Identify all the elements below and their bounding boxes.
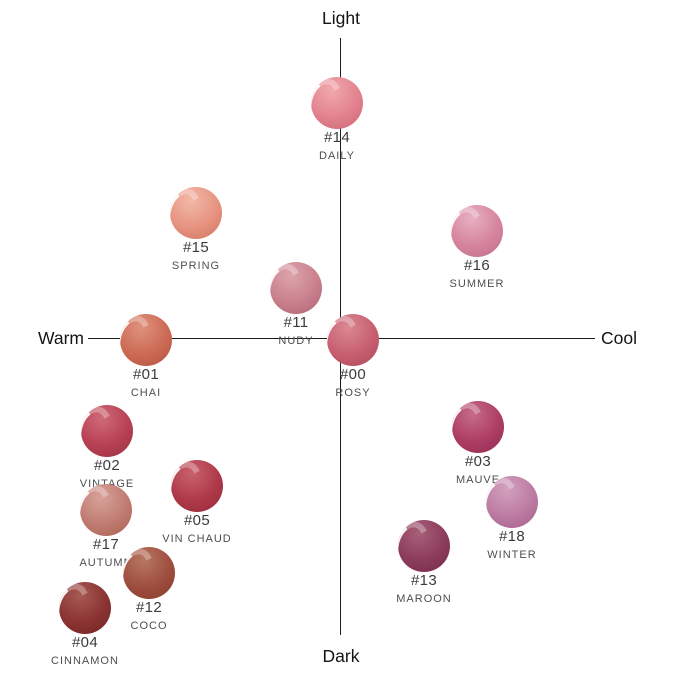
swatch-label: #16 SUMMER	[417, 257, 537, 290]
gloss-highlight-icon	[327, 314, 364, 366]
swatch-name: WINTER	[487, 548, 537, 561]
swatch-name: COCO	[130, 619, 168, 632]
axis-label-cool: Cool	[601, 328, 637, 348]
swatch-dot	[170, 187, 222, 239]
axis-label-warm: Warm	[38, 328, 85, 348]
gloss-highlight-icon	[59, 582, 96, 634]
gloss-highlight-icon	[398, 520, 435, 572]
gloss-highlight-icon	[311, 77, 348, 129]
gloss-highlight-icon	[451, 205, 488, 257]
swatch-label: #01 CHAI	[86, 366, 206, 399]
swatch-number: #15	[183, 239, 209, 256]
swatch-dot	[171, 460, 223, 512]
gloss-highlight-icon	[486, 476, 523, 528]
swatch-label: #13 MAROON	[364, 572, 484, 605]
swatch-number: #14	[324, 129, 350, 146]
gloss-highlight-icon	[270, 262, 307, 314]
swatch-label: #11 NUDY	[236, 314, 356, 347]
gloss-highlight-icon	[123, 547, 160, 599]
swatch-name: DAILY	[319, 149, 355, 162]
swatch-number: #05	[184, 512, 210, 529]
swatch-dot	[327, 314, 379, 366]
swatch-dot	[452, 401, 504, 453]
gloss-highlight-icon	[120, 314, 157, 366]
swatch-label: #04 CINNAMON	[25, 634, 145, 667]
swatch-number: #18	[499, 528, 525, 545]
swatch-dot	[80, 484, 132, 536]
swatch-number: #02	[94, 457, 120, 474]
axis-label-dark: Dark	[322, 646, 360, 666]
swatch-dot	[120, 314, 172, 366]
gloss-highlight-icon	[81, 405, 118, 457]
swatch-dot	[59, 582, 111, 634]
swatch-label: #03 MAUVE	[418, 453, 538, 486]
swatch-number: #04	[72, 634, 98, 651]
swatch-number: #13	[411, 572, 437, 589]
swatch-label: #17 AUTUMN	[46, 536, 166, 569]
swatch-number: #01	[133, 366, 159, 383]
swatch-number: #17	[93, 536, 119, 553]
swatch-name: AUTUMN	[79, 556, 133, 569]
axis-label-light: Light	[322, 8, 360, 28]
swatch-label: #15 SPRING	[136, 239, 256, 272]
swatch-number: #11	[283, 314, 309, 331]
swatch-dot	[270, 262, 322, 314]
gloss-highlight-icon	[170, 187, 207, 239]
swatch-label: #12 COCO	[89, 599, 209, 632]
swatch-label: #00 ROSY	[293, 366, 413, 399]
swatch-dot	[398, 520, 450, 572]
swatch-name: ROSY	[335, 386, 371, 399]
swatch-label: #18 WINTER	[452, 528, 572, 561]
swatch-name: CHAI	[130, 386, 162, 399]
swatch-number: #03	[465, 453, 491, 470]
gloss-highlight-icon	[171, 460, 208, 512]
swatch-dot	[123, 547, 175, 599]
swatch-name: MAUVE	[455, 473, 501, 486]
swatch-dot	[451, 205, 503, 257]
swatch-label: #05 VIN CHAUD	[137, 512, 257, 545]
swatch-name: CINNAMON	[51, 654, 119, 667]
swatch-name: MAROON	[396, 592, 452, 605]
swatch-name: SUMMER	[449, 277, 505, 290]
swatch-name: VIN CHAUD	[162, 532, 232, 545]
swatch-dot	[486, 476, 538, 528]
gloss-highlight-icon	[80, 484, 117, 536]
swatch-name: NUDY	[278, 334, 314, 347]
swatch-name: SPRING	[171, 259, 221, 272]
swatch-number: #12	[136, 599, 162, 616]
gloss-highlight-icon	[452, 401, 489, 453]
swatch-number: #00	[340, 366, 366, 383]
swatch-dot	[81, 405, 133, 457]
swatch-dot	[311, 77, 363, 129]
swatch-label: #14 DAILY	[277, 129, 397, 162]
swatch-number: #16	[464, 257, 490, 274]
